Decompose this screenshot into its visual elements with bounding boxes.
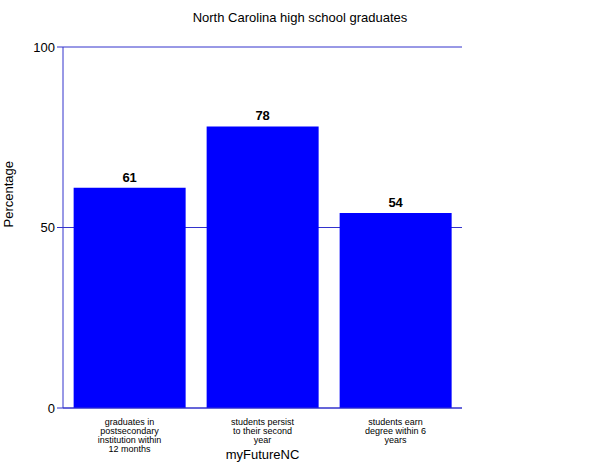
html-text:North Carolina high school gra: North Carolina high school graduates [192, 10, 408, 25]
svg-text:100: 100 [33, 40, 55, 55]
svg-text:54: 54 [388, 195, 403, 210]
svg-text:myFutureNC: myFutureNC [226, 447, 300, 462]
svg-text:students earndegree within 6ye: students earndegree within 6years [365, 417, 426, 445]
svg-text:graduates inpostsecondaryinsti: graduates inpostsecondaryinstitution wit… [98, 417, 162, 454]
svg-text:50: 50 [41, 220, 55, 235]
svg-text:Percentage: Percentage [8, 161, 16, 228]
svg-text:0: 0 [48, 401, 55, 416]
svg-text:61: 61 [122, 170, 136, 185]
svg-text:78: 78 [255, 108, 269, 123]
svg-text:students persistto their secon: students persistto their secondyear [231, 417, 295, 445]
